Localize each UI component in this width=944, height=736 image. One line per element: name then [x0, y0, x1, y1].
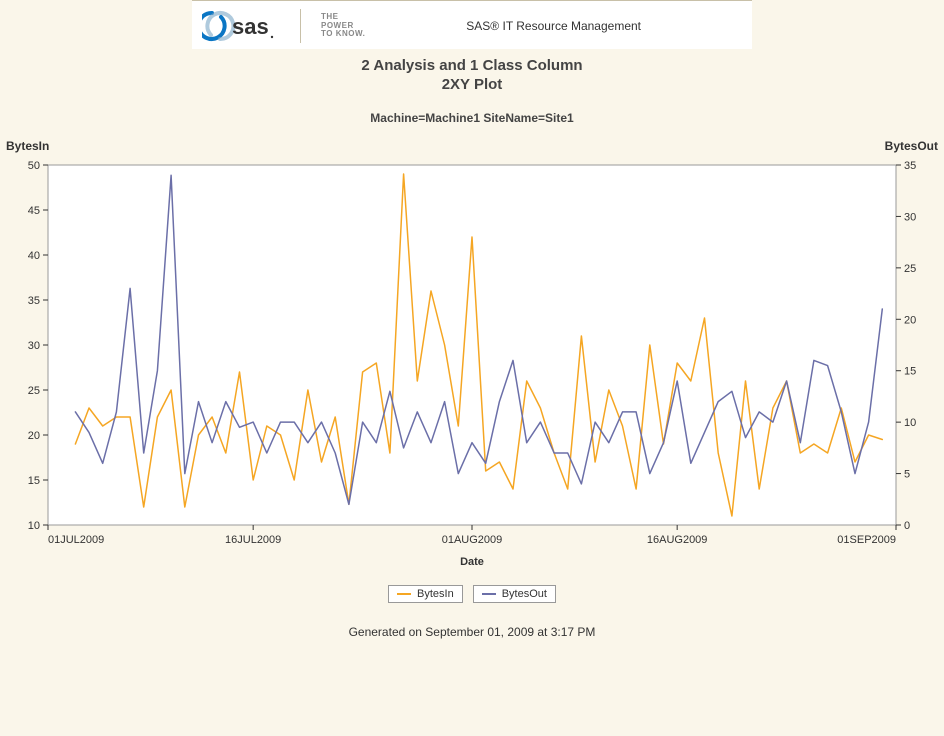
svg-text:25: 25	[904, 263, 916, 275]
legend-item-bytesout: BytesOut	[473, 585, 556, 603]
svg-text:01AUG2009: 01AUG2009	[442, 534, 503, 546]
svg-text:01SEP2009: 01SEP2009	[837, 534, 896, 546]
legend-swatch-bytesout	[482, 593, 496, 595]
svg-text:20: 20	[904, 314, 916, 326]
svg-text:0: 0	[904, 520, 910, 532]
legend-label-bytesout: BytesOut	[502, 588, 547, 600]
header-band: sas THE POWER TO KNOW. SAS® IT Resource …	[192, 0, 752, 49]
svg-text:25: 25	[28, 385, 40, 397]
svg-text:5: 5	[904, 469, 910, 481]
svg-text:01JUL2009: 01JUL2009	[48, 534, 104, 546]
chart-wrap: BytesIn BytesOut 10152025303540455005101…	[0, 139, 944, 579]
svg-text:16AUG2009: 16AUG2009	[647, 534, 708, 546]
title-main: 2 Analysis and 1 Class Column	[0, 57, 944, 74]
tagline-line-3: TO KNOW.	[321, 30, 365, 39]
svg-text:10: 10	[28, 520, 40, 532]
svg-text:16JUL2009: 16JUL2009	[225, 534, 281, 546]
product-label: SAS® IT Resource Management	[365, 19, 742, 33]
logo-block: sas THE POWER TO KNOW.	[202, 9, 365, 43]
y-left-axis-title: BytesIn	[6, 139, 49, 153]
svg-text:50: 50	[28, 160, 40, 172]
title-sub: 2XY Plot	[0, 76, 944, 93]
svg-text:15: 15	[904, 366, 916, 378]
svg-text:15: 15	[28, 475, 40, 487]
titles-block: 2 Analysis and 1 Class Column 2XY Plot M…	[0, 57, 944, 125]
legend: BytesIn BytesOut	[0, 585, 944, 603]
legend-item-bytesin: BytesIn	[388, 585, 463, 603]
svg-text:30: 30	[28, 340, 40, 352]
footer-generated: Generated on September 01, 2009 at 3:17 …	[0, 625, 944, 639]
svg-text:45: 45	[28, 205, 40, 217]
svg-text:40: 40	[28, 250, 40, 262]
plot-area	[48, 165, 896, 525]
page-root: sas THE POWER TO KNOW. SAS® IT Resource …	[0, 0, 944, 736]
svg-text:30: 30	[904, 211, 916, 223]
svg-text:35: 35	[904, 160, 916, 172]
logo-tagline: THE POWER TO KNOW.	[321, 13, 365, 39]
y-right-axis-title: BytesOut	[885, 139, 938, 153]
sas-logo-icon: sas	[202, 10, 280, 42]
chart-svg: 10 15 20 25 30 35 40 45 50 0 5 10 15 20 25 30 35 01JUL200…	[0, 139, 944, 579]
logo-divider	[300, 9, 301, 43]
legend-label-bytesin: BytesIn	[417, 588, 454, 600]
title-context: Machine=Machine1 SiteName=Site1	[0, 111, 944, 125]
svg-text:20: 20	[28, 430, 40, 442]
svg-text:10: 10	[904, 417, 916, 429]
svg-text:35: 35	[28, 295, 40, 307]
legend-swatch-bytesin	[397, 593, 411, 595]
svg-text:Date: Date	[460, 556, 484, 568]
svg-text:sas: sas	[232, 14, 269, 39]
